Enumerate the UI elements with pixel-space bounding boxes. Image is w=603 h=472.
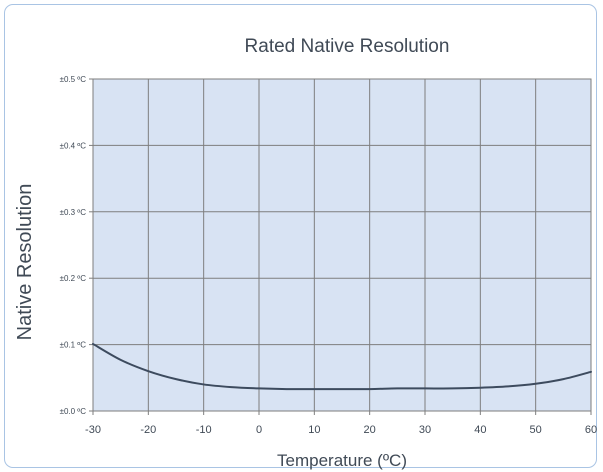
x-tick-label: 60 bbox=[585, 424, 597, 436]
x-tick-label: 50 bbox=[530, 424, 542, 436]
y-tick-label: ±0.3 ºC bbox=[60, 208, 87, 217]
x-tick-label: 20 bbox=[364, 424, 376, 436]
x-tick-label: -30 bbox=[85, 424, 101, 436]
y-tick-label: ±0.2 ºC bbox=[60, 274, 87, 283]
x-tick-label: 40 bbox=[474, 424, 486, 436]
y-tick-label: ±0.4 ºC bbox=[60, 141, 87, 150]
x-tick-label: -20 bbox=[140, 424, 156, 436]
plot-border bbox=[92, 78, 592, 412]
x-tick-label: -10 bbox=[196, 424, 212, 436]
x-tick-label: 30 bbox=[419, 424, 431, 436]
y-tick-label: ±0.0 ºC bbox=[60, 407, 87, 416]
chart-title: Rated Native Resolution bbox=[245, 36, 450, 57]
y-tick-label: ±0.1 ºC bbox=[60, 341, 87, 350]
x-tick-label: 10 bbox=[308, 424, 320, 436]
series-line bbox=[92, 342, 592, 391]
x-tick-label: 0 bbox=[256, 424, 262, 436]
plot-area bbox=[93, 79, 591, 411]
x-axis-label: Temperature (ºC) bbox=[277, 451, 407, 470]
y-axis-label: Native Resolution bbox=[14, 184, 36, 341]
y-tick-label: ±0.5 ºC bbox=[60, 75, 87, 84]
